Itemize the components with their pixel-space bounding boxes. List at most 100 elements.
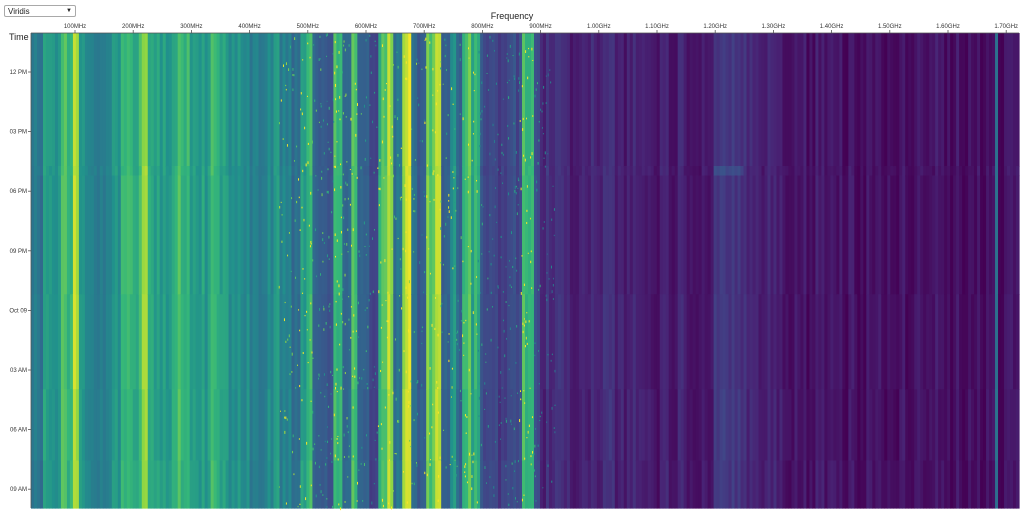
heatmap-cell <box>237 389 242 462</box>
heatmap-cell <box>135 175 140 295</box>
heatmap-speck <box>478 396 480 400</box>
heatmap-cell <box>183 33 188 167</box>
heatmap-cell <box>1016 175 1020 295</box>
heatmap-cell <box>884 389 888 462</box>
heatmap-speck <box>320 68 322 71</box>
heatmap-cell <box>947 166 951 177</box>
heatmap-cell <box>120 294 125 390</box>
heatmap-speck <box>327 440 329 443</box>
heatmap-cell <box>243 33 248 167</box>
heatmap-speck <box>358 250 360 253</box>
heatmap-speck <box>342 112 344 115</box>
heatmap-cell <box>75 33 80 167</box>
heatmap-cell <box>339 33 343 167</box>
y-tick-label: 06 AM <box>10 428 27 434</box>
heatmap-cell <box>171 460 176 509</box>
heatmap-cell <box>495 294 499 390</box>
heatmap-cell <box>333 389 337 462</box>
heatmap-cell <box>875 460 879 509</box>
heatmap-speck <box>357 336 359 338</box>
heatmap-cell <box>390 175 394 295</box>
heatmap-cell <box>704 33 709 167</box>
heatmap-speck <box>536 188 538 192</box>
heatmap-speck <box>485 392 487 395</box>
heatmap-cell <box>725 166 730 177</box>
heatmap-cell <box>177 175 182 295</box>
heatmap-speck <box>473 452 475 456</box>
heatmap-cell <box>144 460 149 509</box>
heatmap-cell <box>168 175 173 295</box>
heatmap-cell <box>953 166 957 177</box>
heatmap-cell <box>291 33 296 167</box>
heatmap-cell <box>806 175 811 295</box>
heatmap-speck <box>387 320 389 323</box>
heatmap-speck <box>370 55 372 58</box>
heatmap-cell <box>57 460 62 509</box>
heatmap-speck <box>304 278 306 280</box>
heatmap-cell <box>474 460 478 509</box>
heatmap-cell <box>575 294 580 390</box>
heatmap-speck <box>335 382 337 386</box>
heatmap-cell <box>977 389 981 462</box>
heatmap-cell <box>516 175 520 295</box>
heatmap-cell <box>276 294 281 390</box>
heatmap-speck <box>553 427 555 429</box>
heatmap-cell <box>539 294 544 390</box>
heatmap-speck <box>352 330 354 333</box>
heatmap-cell <box>629 460 634 509</box>
heatmap-cell <box>749 166 754 177</box>
heatmap-cell <box>737 33 742 167</box>
heatmap-cell <box>363 33 367 167</box>
heatmap-cell <box>141 294 146 390</box>
heatmap-cell <box>504 175 508 295</box>
heatmap-speck <box>510 423 512 425</box>
heatmap-cell <box>941 166 945 177</box>
heatmap-cell <box>869 389 873 462</box>
heatmap-cell <box>566 294 571 390</box>
heatmap-cell <box>492 33 496 167</box>
heatmap-cell <box>297 175 302 295</box>
heatmap-cell <box>342 166 346 177</box>
heatmap-cell <box>644 389 649 462</box>
heatmap-speck <box>352 406 354 409</box>
heatmap-cell <box>1004 33 1008 167</box>
heatmap-cell <box>1016 294 1020 390</box>
heatmap-cell <box>372 175 376 295</box>
heatmap-cell <box>935 166 939 177</box>
heatmap-cell <box>1010 460 1014 509</box>
heatmap-cell <box>426 460 430 509</box>
heatmap-cell <box>953 294 957 390</box>
heatmap-cell <box>776 460 781 509</box>
heatmap-speck <box>467 143 469 146</box>
heatmap-cell <box>123 166 128 177</box>
heatmap-speck <box>336 368 338 371</box>
heatmap-cell <box>1007 460 1011 509</box>
heatmap-cell <box>662 389 667 462</box>
heatmap-cell <box>692 175 697 295</box>
heatmap-speck <box>508 259 510 262</box>
heatmap-cell <box>866 166 870 177</box>
heatmap-speck <box>480 118 482 121</box>
heatmap-speck <box>342 366 344 369</box>
heatmap-cell <box>333 460 337 509</box>
heatmap-speck <box>421 68 423 71</box>
heatmap-cell <box>980 294 984 390</box>
heatmap-speck <box>471 475 473 478</box>
heatmap-speck <box>554 369 556 373</box>
colormap-select[interactable]: Viridis ▼ <box>4 5 76 17</box>
heatmap-cell <box>914 33 918 167</box>
heatmap-cell <box>408 294 412 390</box>
heatmap-speck <box>454 201 456 203</box>
heatmap-cell <box>411 460 415 509</box>
heatmap-cell <box>249 166 254 177</box>
heatmap-cell <box>536 294 541 390</box>
heatmap-cell <box>450 460 454 509</box>
heatmap-speck <box>457 330 459 334</box>
heatmap-speck <box>289 346 291 348</box>
heatmap-speck <box>484 466 486 469</box>
heatmap-cell <box>120 33 125 167</box>
heatmap-speck <box>487 277 489 280</box>
heatmap-cell <box>677 175 682 295</box>
x-tick-label: 1.70GHz <box>994 24 1018 30</box>
